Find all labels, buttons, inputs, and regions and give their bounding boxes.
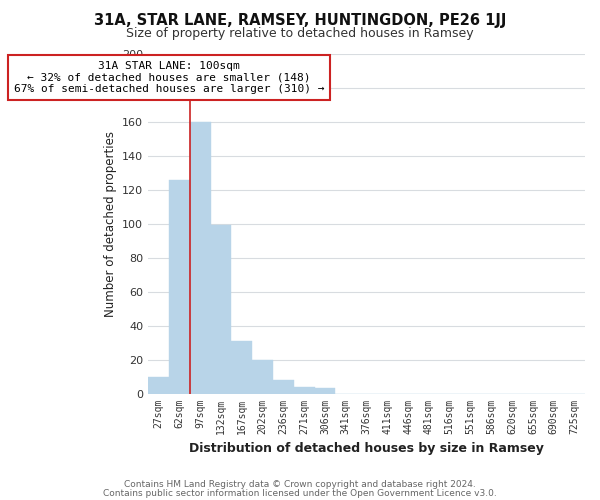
Bar (211, 226, 232, 394)
Y-axis label: Number of detached properties: Number of detached properties (104, 131, 116, 317)
Bar (314, 388, 335, 394)
Text: Contains HM Land Registry data © Crown copyright and database right 2024.: Contains HM Land Registry data © Crown c… (124, 480, 476, 489)
Text: 31A, STAR LANE, RAMSEY, HUNTINGDON, PE26 1JJ: 31A, STAR LANE, RAMSEY, HUNTINGDON, PE26… (94, 12, 506, 28)
Bar (294, 387, 314, 394)
Text: Size of property relative to detached houses in Ramsey: Size of property relative to detached ho… (126, 28, 474, 40)
Bar (148, 376, 169, 394)
Bar (232, 341, 252, 394)
Bar (190, 122, 211, 394)
Text: Contains public sector information licensed under the Open Government Licence v3: Contains public sector information licen… (103, 488, 497, 498)
Bar (169, 180, 190, 394)
Bar (273, 380, 294, 394)
X-axis label: Distribution of detached houses by size in Ramsey: Distribution of detached houses by size … (189, 442, 544, 455)
Text: 31A STAR LANE: 100sqm
← 32% of detached houses are smaller (148)
67% of semi-det: 31A STAR LANE: 100sqm ← 32% of detached … (14, 61, 324, 94)
Bar (252, 360, 273, 394)
